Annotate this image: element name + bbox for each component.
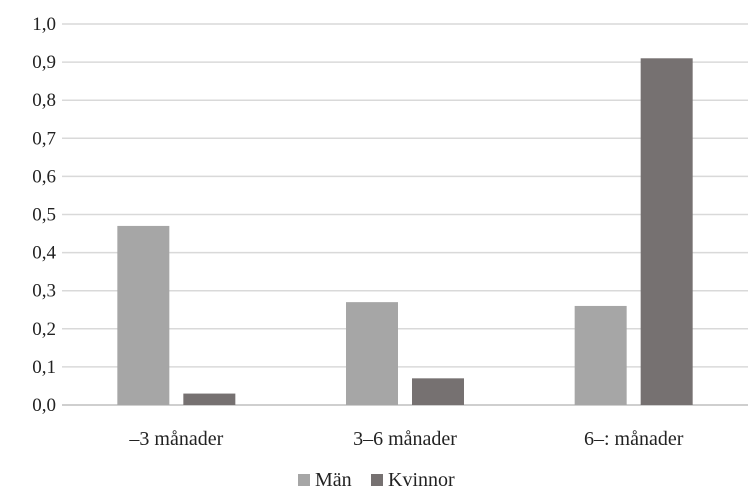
- y-tick-label: 0,7: [32, 128, 56, 149]
- bar-man: [574, 305, 627, 405]
- y-tick-label: 0,2: [32, 319, 56, 340]
- y-tick-label: 0,3: [32, 281, 56, 302]
- y-tick-label: 0,5: [32, 205, 56, 226]
- y-tick-label: 0,1: [32, 357, 56, 378]
- legend-swatch: [371, 474, 383, 486]
- y-tick-label: 1,0: [32, 14, 56, 35]
- y-tick-label: 0,6: [32, 166, 56, 187]
- x-axis-labels: –3 månader 3–6 månader 6–: månader: [128, 428, 683, 450]
- bar-kvinnor: [640, 58, 693, 405]
- bar-man: [346, 302, 398, 405]
- gridlines: [62, 23, 748, 406]
- y-tick-label: 0,8: [32, 90, 56, 111]
- bar-kvinnor: [183, 393, 236, 405]
- y-tick-label: 0,9: [32, 52, 56, 73]
- legend-swatch: [298, 474, 310, 486]
- legend-label: Kvinnor: [388, 469, 455, 491]
- y-tick-label: 0,4: [32, 243, 56, 264]
- legend-label: Män: [315, 469, 352, 491]
- x-category-label: 6–: månader: [584, 428, 684, 450]
- bar-kvinnor: [412, 378, 464, 405]
- x-category-label: –3 månader: [128, 428, 223, 450]
- bars: [117, 58, 693, 405]
- bar-man: [117, 225, 170, 405]
- y-axis-ticks: 0,0 0,1 0,2 0,3 0,4 0,5 0,6 0,7 0,8 0,9 1,0: [32, 14, 56, 416]
- x-category-label: 3–6 månader: [353, 428, 457, 450]
- y-tick-label: 0,0: [32, 395, 56, 416]
- legend: Män Kvinnor: [298, 469, 455, 491]
